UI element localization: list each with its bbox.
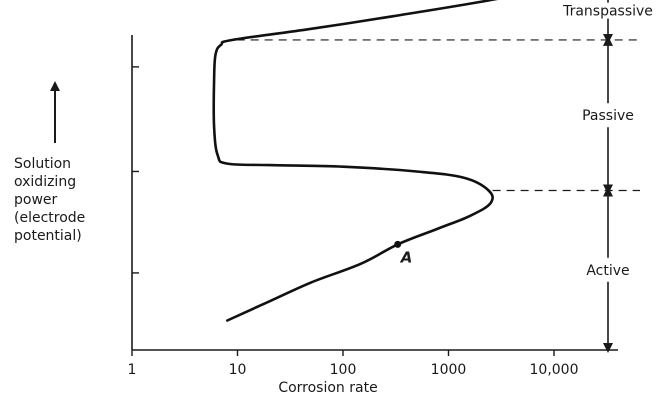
- passive-label: Passive: [582, 108, 634, 124]
- x-ticks: 1 10 100 1000 10,000: [128, 350, 579, 378]
- active-label: Active: [586, 263, 629, 279]
- x-tick-label-1: 10: [229, 362, 247, 378]
- y-label-line-4: (electrode: [14, 210, 85, 226]
- x-tick-label-4: 10,000: [530, 362, 579, 378]
- region-boundaries: [236, 39, 640, 192]
- x-axis-title: Corrosion rate: [278, 380, 377, 396]
- y-label-line-2: oxidizing: [14, 174, 76, 190]
- region-annotations: Transpassive Passive Active: [560, 0, 655, 353]
- x-tick-label-0: 1: [128, 362, 137, 378]
- y-label-line-1: Solution: [14, 156, 71, 172]
- series-group: [212, 0, 499, 322]
- y-label-line-3: power: [14, 192, 58, 208]
- point-annotation-group: A: [394, 240, 413, 266]
- transpassive-label: Transpassive: [562, 4, 653, 20]
- y-ticks: [132, 66, 139, 274]
- y-label-line-5: potential): [14, 228, 82, 244]
- point-a-marker: [394, 240, 402, 248]
- point-a-label: A: [400, 248, 413, 266]
- x-tick-label-2: 100: [330, 362, 357, 378]
- x-tick-label-3: 1000: [431, 362, 467, 378]
- polarization-curve: [212, 0, 499, 322]
